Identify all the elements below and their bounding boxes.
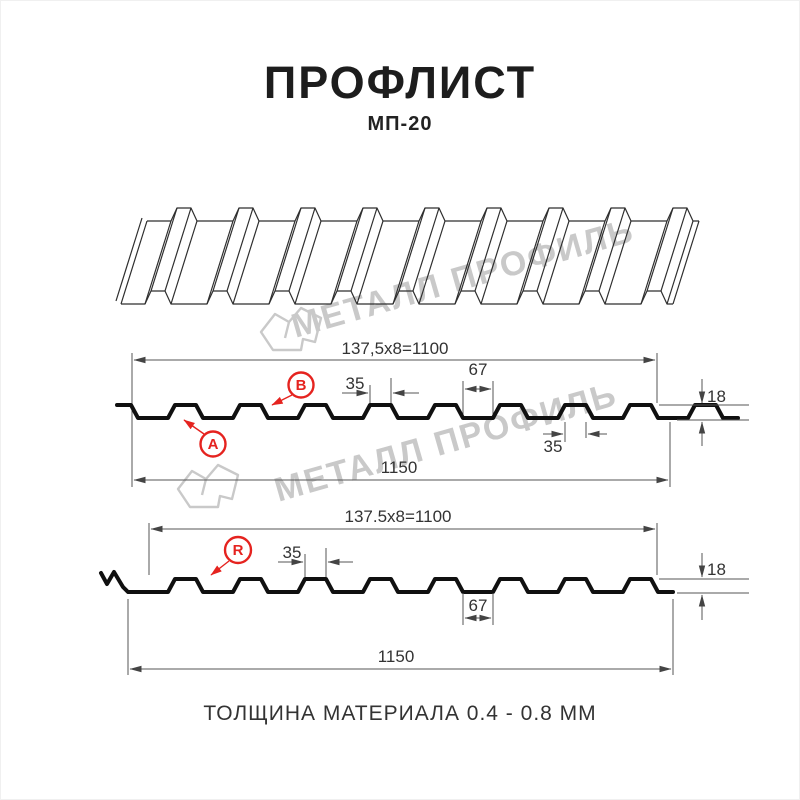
sheet-line <box>604 220 632 305</box>
label-r-circle <box>223 535 253 565</box>
sheet-3d-drawing <box>115 207 700 305</box>
sheet-line <box>418 220 446 305</box>
dim-rib-bottom-label: 35 <box>544 437 563 456</box>
sheet-line <box>170 220 198 305</box>
sheet-line <box>350 207 378 292</box>
sheet-line <box>206 220 234 305</box>
sheet-line <box>212 207 240 292</box>
sheet-line <box>542 220 570 305</box>
sheet-line <box>288 207 316 292</box>
sheet-line <box>274 207 302 292</box>
dim-rib-top-label: 35 <box>346 374 365 393</box>
sheet-line <box>164 207 192 292</box>
sheet-line <box>356 220 384 305</box>
label-a-text: A <box>208 436 219 453</box>
dim-pan-width-label: 67 <box>469 596 488 615</box>
sheet-line <box>666 220 694 305</box>
dim-height-label: 18 <box>707 560 726 579</box>
page-subtitle: МП-20 <box>367 113 433 135</box>
watermark-logo-icon <box>259 306 323 352</box>
sheet-line <box>120 220 148 305</box>
sheet-line <box>536 207 564 292</box>
dim-total-width-label: 137.5x8=1100 <box>345 507 452 526</box>
sheet-line <box>121 290 673 305</box>
profile-outline <box>99 570 675 594</box>
dim-total-width-label: 137,5x8=1100 <box>342 339 449 358</box>
label-b-text: B <box>296 377 307 394</box>
sheet-line <box>226 207 254 292</box>
label-b-circle <box>287 371 315 399</box>
sheet-line <box>330 220 358 305</box>
sheet-line <box>147 207 699 222</box>
diagram-top: 137,5x8=1100 35 67 18 35 <box>115 339 749 487</box>
label-r-leader <box>210 560 230 576</box>
sheet-line <box>460 207 488 292</box>
sheet-line <box>516 220 544 305</box>
sheet-line <box>336 207 364 292</box>
dim-overall-width-label: 1150 <box>381 458 418 477</box>
diagram-bottom: 137.5x8=1100 35 18 67 1150 R <box>99 507 749 675</box>
dim-height-label: 18 <box>707 387 726 406</box>
label-r-text: R <box>233 542 244 559</box>
sheet-line <box>660 207 688 292</box>
sheet-line <box>232 220 260 305</box>
sheet-line <box>454 220 482 305</box>
watermark-text: МЕТАЛЛ ПРОФИЛЬ <box>270 375 621 509</box>
sheet-line <box>474 207 502 292</box>
sheet-line <box>294 220 322 305</box>
sheet-line <box>144 220 172 305</box>
sheet-line <box>115 217 143 302</box>
watermark-logo-icon <box>176 463 240 509</box>
sheet-line <box>598 207 626 292</box>
sheet-line <box>268 220 296 305</box>
dim-pan-width-label: 67 <box>469 360 488 379</box>
sheet-line <box>398 207 426 292</box>
label-b-leader <box>271 394 293 406</box>
sheet-line <box>150 207 178 292</box>
sheet-line <box>584 207 612 292</box>
sheet-line <box>412 207 440 292</box>
label-a-leader <box>183 419 205 435</box>
dim-overall-width-label: 1150 <box>378 647 415 666</box>
sheet-line <box>392 220 420 305</box>
sheet-line <box>640 220 668 305</box>
dim-rib-top-label: 35 <box>283 543 302 562</box>
material-thickness-note: ТОЛЩИНА МАТЕРИАЛА 0.4 - 0.8 ММ <box>203 702 597 725</box>
sheet-line <box>522 207 550 292</box>
sheet-line <box>646 207 674 292</box>
profile-outline <box>115 403 740 420</box>
sheet-line <box>480 220 508 305</box>
sheet-line <box>672 220 700 305</box>
sheet-line <box>578 220 606 305</box>
label-a-circle <box>199 430 227 458</box>
page-title: ПРОФЛИСТ <box>263 57 537 108</box>
